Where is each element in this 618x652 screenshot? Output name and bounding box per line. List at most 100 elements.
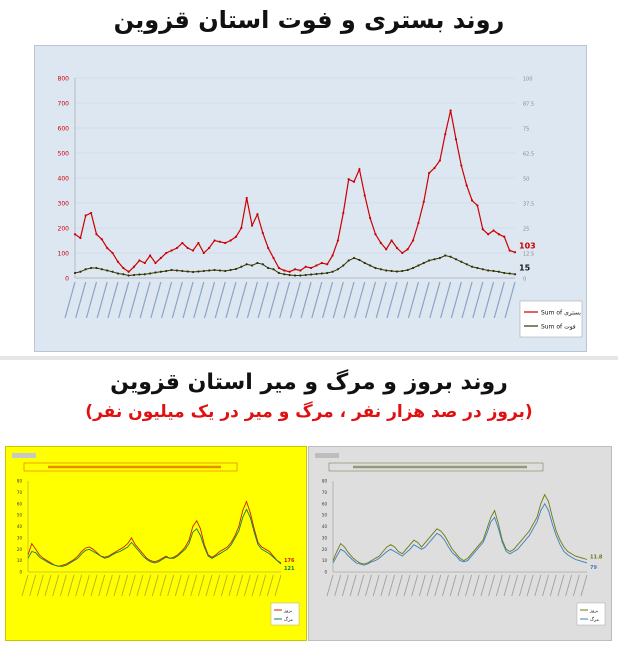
- data-point: [444, 133, 447, 136]
- x-tick-label: [213, 574, 221, 597]
- data-point: [406, 268, 409, 272]
- chart-filter-tab: [315, 453, 339, 458]
- series-line: [332, 493, 588, 565]
- data-point: [138, 259, 141, 262]
- x-tick-label: [151, 574, 159, 597]
- x-tick-label: [236, 574, 244, 597]
- x-tick-label: [311, 281, 323, 319]
- x-tick-label: [493, 281, 505, 319]
- x-tick-label: [266, 574, 274, 597]
- data-point: [79, 236, 82, 240]
- data-point: [175, 246, 179, 250]
- data-point: [379, 268, 382, 271]
- data-point: [299, 274, 302, 277]
- data-point: [470, 199, 474, 202]
- data-point: [229, 268, 232, 272]
- x-tick-label: [113, 574, 121, 597]
- y2-tick-label: 62.5: [523, 152, 534, 158]
- data-point: [481, 228, 484, 231]
- x-tick-label: [251, 574, 259, 597]
- data-point: [369, 264, 372, 267]
- y2-tick-label: 37.5: [523, 202, 534, 208]
- x-tick-label: [403, 574, 411, 597]
- data-point: [165, 251, 168, 255]
- data-point: [106, 246, 109, 250]
- y-tick-label: 10: [322, 558, 328, 563]
- data-point: [261, 231, 264, 235]
- data-point: [309, 266, 313, 270]
- x-tick-label: [407, 281, 419, 319]
- x-tick-label: [429, 281, 441, 319]
- x-tick-label: [289, 281, 301, 319]
- data-point: [293, 274, 297, 277]
- data-point: [406, 248, 409, 251]
- x-tick-label: [171, 281, 183, 319]
- y-tick-label: 400: [58, 176, 70, 183]
- data-point: [411, 239, 415, 242]
- data-point: [149, 254, 152, 257]
- x-tick-label: [98, 574, 106, 597]
- data-point: [283, 273, 286, 276]
- data-point: [438, 159, 441, 162]
- x-tick-label: [557, 574, 565, 597]
- x-tick-label: [82, 574, 90, 597]
- data-point: [358, 168, 361, 171]
- y-tick-label: 80: [17, 479, 23, 484]
- series-end-label: 121: [284, 566, 295, 572]
- data-point: [73, 271, 77, 275]
- data-point: [347, 259, 350, 262]
- x-tick-label: [52, 574, 60, 597]
- data-point: [89, 266, 93, 270]
- x-tick-label: [341, 574, 349, 597]
- incidence-chart-yellow-panel: 0 10 20 30 40 50 60 70 80 176 121 بروز مرگ: [5, 446, 307, 641]
- data-point: [224, 269, 227, 273]
- series-end-label: 15: [519, 263, 531, 272]
- data-point: [127, 274, 130, 277]
- data-point: [73, 233, 77, 236]
- x-tick-label: [388, 574, 396, 597]
- legend-label: مرگ: [284, 617, 294, 623]
- data-point: [503, 235, 506, 238]
- chart-filter-tab: [12, 453, 36, 458]
- y-tick-label: 30: [322, 535, 328, 540]
- incidence-chart-gray-panel: 0 10 20 30 40 50 60 70 80 11.8 79 بروز مرگ: [308, 446, 612, 641]
- x-tick-label: [565, 574, 573, 597]
- x-tick-label: [326, 574, 334, 597]
- series-line: [27, 500, 282, 567]
- x-tick-label: [426, 574, 434, 597]
- x-tick-label: [504, 281, 516, 319]
- section-divider: [0, 356, 618, 360]
- x-tick-label: [121, 574, 129, 597]
- legend-label: مرگ: [590, 617, 600, 623]
- data-point: [218, 240, 221, 243]
- x-tick-label: [542, 574, 549, 597]
- series-line: [74, 254, 516, 277]
- data-point: [358, 258, 361, 262]
- data-point: [186, 246, 189, 250]
- data-point: [454, 138, 458, 141]
- data-point: [481, 268, 484, 271]
- data-point: [401, 269, 404, 273]
- series-line: [27, 508, 282, 567]
- data-point: [95, 233, 98, 236]
- data-point: [293, 268, 297, 271]
- y-tick-label: 40: [322, 524, 328, 529]
- x-tick-label: [472, 281, 484, 319]
- data-point: [256, 213, 259, 216]
- x-tick-label: [44, 574, 52, 597]
- data-point: [218, 269, 221, 272]
- x-tick-label: [259, 574, 267, 597]
- y-tick-label: 300: [58, 201, 70, 208]
- x-tick-label: [395, 574, 403, 597]
- data-point: [240, 226, 243, 230]
- data-point: [385, 269, 388, 272]
- data-point: [315, 264, 318, 267]
- data-point: [342, 211, 345, 215]
- data-point: [363, 194, 366, 197]
- data-point: [304, 273, 307, 277]
- x-tick-label: [397, 281, 409, 319]
- data-point: [390, 269, 393, 273]
- data-point: [497, 233, 501, 236]
- data-point: [299, 269, 302, 272]
- data-point: [476, 266, 479, 270]
